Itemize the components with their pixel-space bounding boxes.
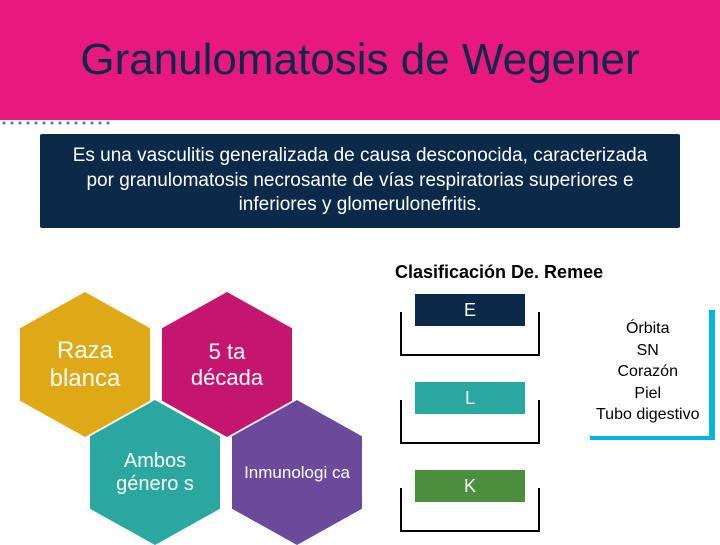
bracket-label-k: K <box>415 470 525 502</box>
bracket-l: L <box>400 400 540 444</box>
bracket-k: K <box>400 488 540 532</box>
side-list-item: Tubo digestivo <box>596 404 699 426</box>
side-list-item: SN <box>596 340 699 362</box>
classification-heading: Clasificación De. Remee <box>395 262 603 283</box>
side-list-item: Corazón <box>596 361 699 383</box>
dotted-accent <box>0 120 110 126</box>
description-text: Es una vasculitis generalizada de causa … <box>58 144 662 218</box>
title-bar: Granulomatosis de Wegener <box>0 0 720 120</box>
description-box: Es una vasculitis generalizada de causa … <box>40 134 680 228</box>
bracket-label-e: E <box>415 294 525 326</box>
bracket-e: E <box>400 312 540 356</box>
side-list-item: Piel <box>596 383 699 405</box>
side-list-box: ÓrbitaSNCorazónPielTubo digestivo <box>590 310 715 440</box>
bracket-label-l: L <box>415 382 525 414</box>
page-title: Granulomatosis de Wegener <box>80 37 639 83</box>
side-list-item: Órbita <box>596 318 699 340</box>
